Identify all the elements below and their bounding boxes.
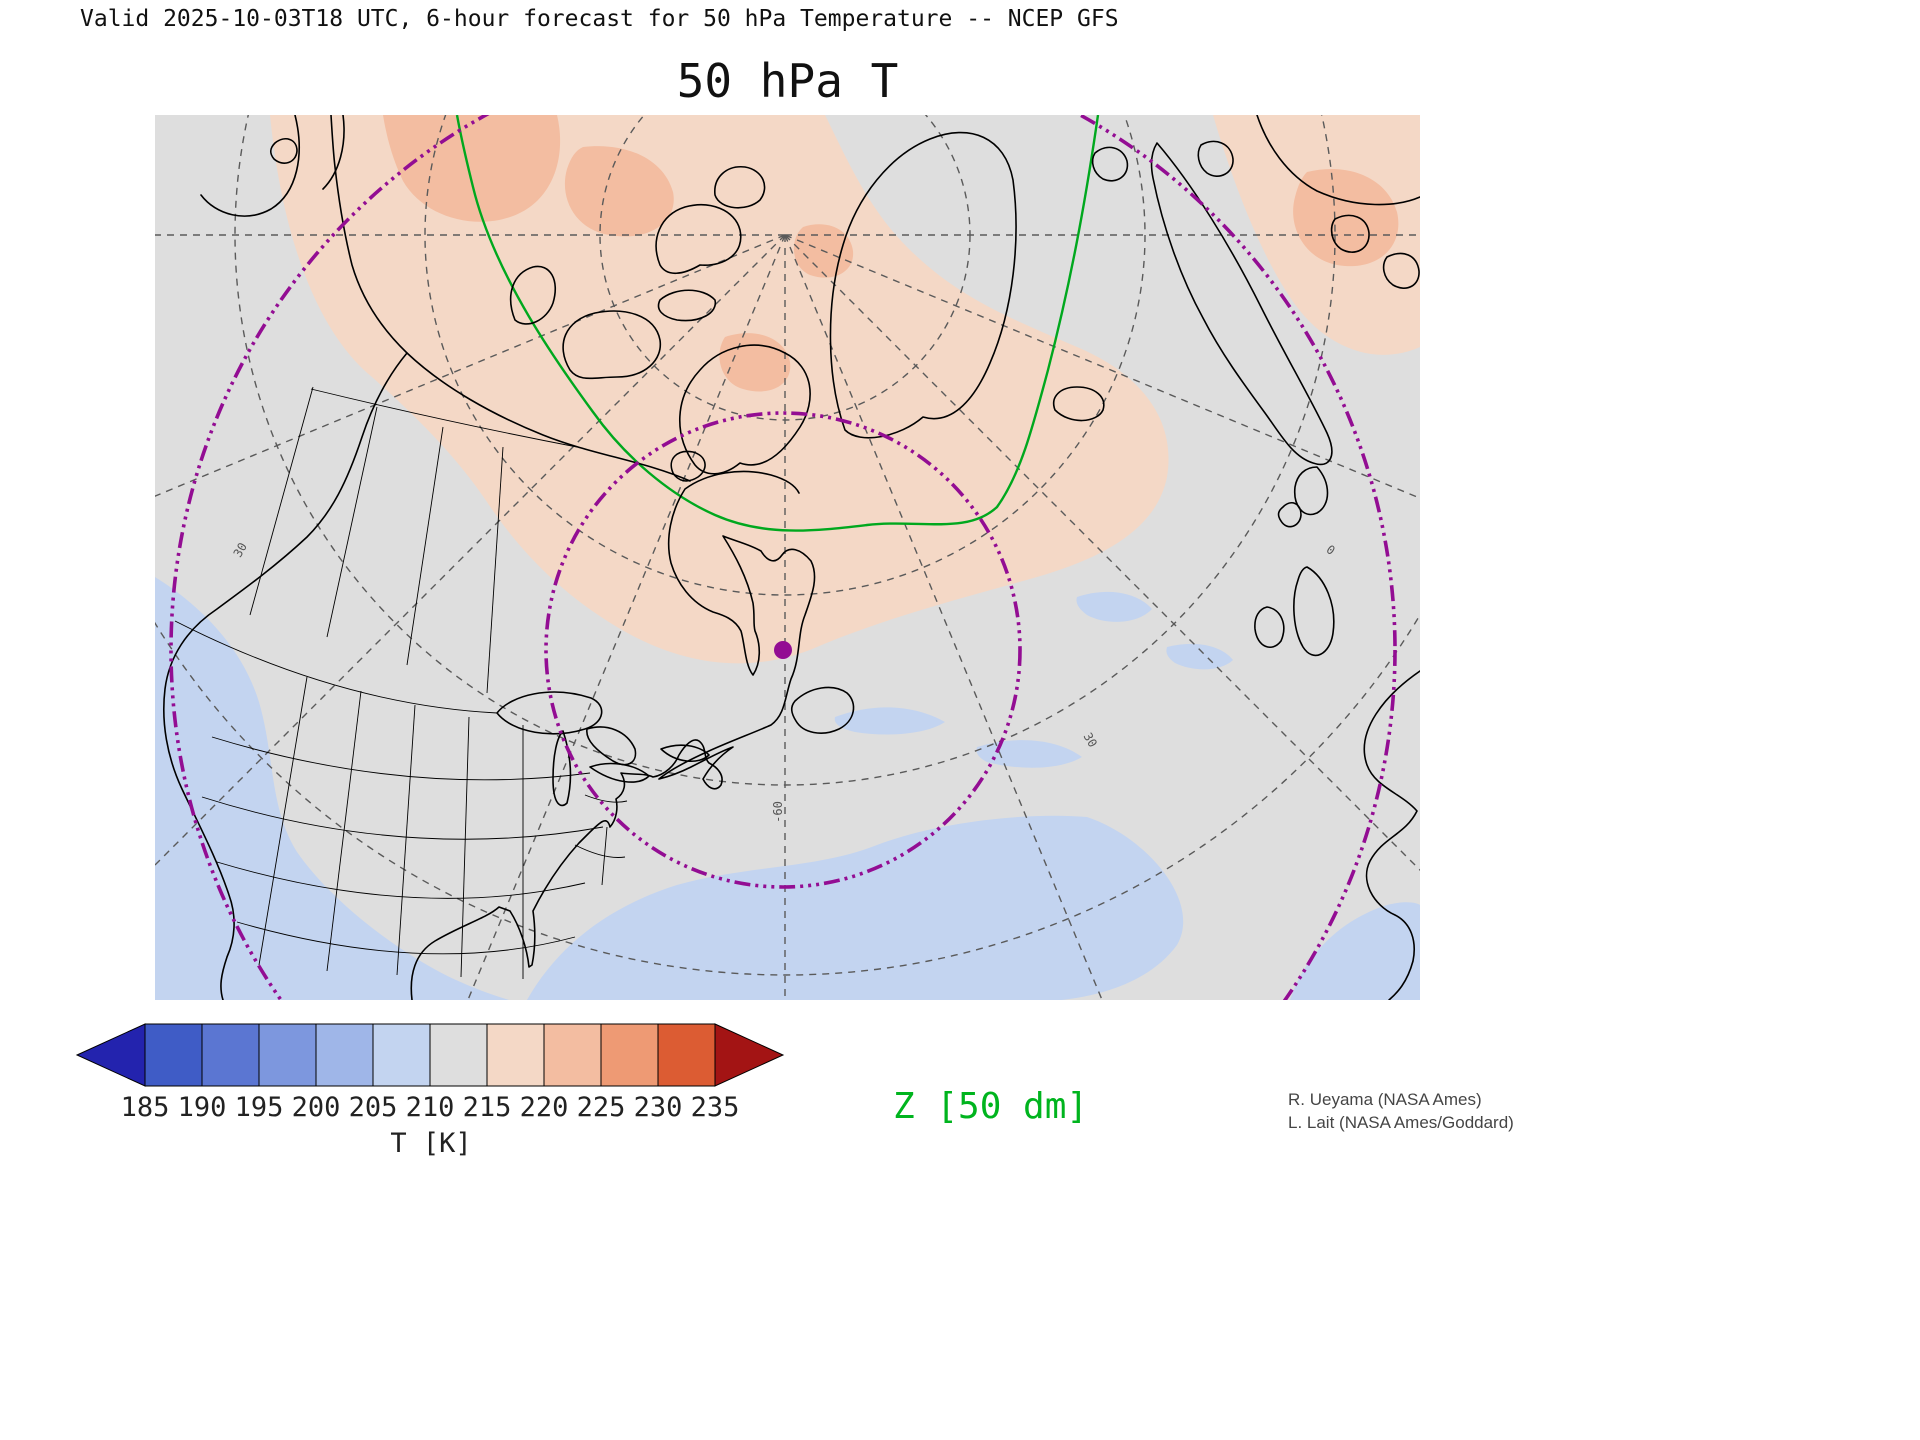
graticule-label: -60 [770, 801, 785, 823]
colorbar-left-arrow [75, 1023, 146, 1087]
colorbar-unit-label: T [K] [390, 1128, 472, 1159]
colorbar-tick: 190 [177, 1092, 227, 1123]
z-contour-legend: Z [50 dm] [893, 1086, 1089, 1127]
colorbar-tick: 210 [405, 1092, 455, 1123]
colorbar-tick-labels: 185 190 195 200 205 210 215 220 225 230 235 [75, 1092, 787, 1126]
inner-range-ring [544, 411, 1022, 889]
cool-temperature-shading [155, 577, 1420, 1000]
colorbar-cell [201, 1023, 260, 1087]
station-marker-dot [774, 641, 792, 659]
colorbar-tick: 215 [462, 1092, 512, 1123]
colorbar-tick: 200 [291, 1092, 341, 1123]
colorbar [75, 1022, 787, 1088]
colorbar-cell [543, 1023, 602, 1087]
colorbar-cell [486, 1023, 545, 1087]
colorbar-cell [429, 1023, 488, 1087]
range-rings-layer [169, 115, 1397, 1000]
colorbar-cell [372, 1023, 431, 1087]
map-svg [155, 115, 1420, 1000]
colorbar-tick: 195 [234, 1092, 284, 1123]
colorbar-cell [657, 1023, 716, 1087]
colorbar-tick: 185 [120, 1092, 170, 1123]
state-boundaries-layer [174, 386, 628, 979]
map-canvas: -60 30 30 0 [155, 115, 1420, 1000]
colorbar-cell [144, 1023, 203, 1087]
credit-line-1: R. Ueyama (NASA Ames) [1288, 1090, 1482, 1109]
colorbar-tick: 230 [633, 1092, 683, 1123]
credit-line-2: L. Lait (NASA Ames/Goddard) [1288, 1113, 1514, 1132]
colorbar-right-arrow [714, 1023, 785, 1087]
colorbar-tick: 205 [348, 1092, 398, 1123]
colorbar-cell [258, 1023, 317, 1087]
credits-block: R. Ueyama (NASA Ames) L. Lait (NASA Ames… [1288, 1088, 1514, 1134]
colorbar-cell [600, 1023, 659, 1087]
colorbar-svg [75, 1023, 785, 1087]
colorbar-tick: 220 [519, 1092, 569, 1123]
geopotential-height-contour [455, 115, 1100, 532]
outer-range-ring [169, 115, 1397, 1000]
colorbar-tick: 225 [576, 1092, 626, 1123]
valid-timestamp-line: Valid 2025-10-03T18 UTC, 6-hour forecast… [80, 6, 1119, 32]
page-title: 50 hPa T [676, 54, 899, 108]
colorbar-cell [315, 1023, 374, 1087]
colorbar-tick: 235 [690, 1092, 740, 1123]
graticule-layer [155, 115, 1420, 1000]
